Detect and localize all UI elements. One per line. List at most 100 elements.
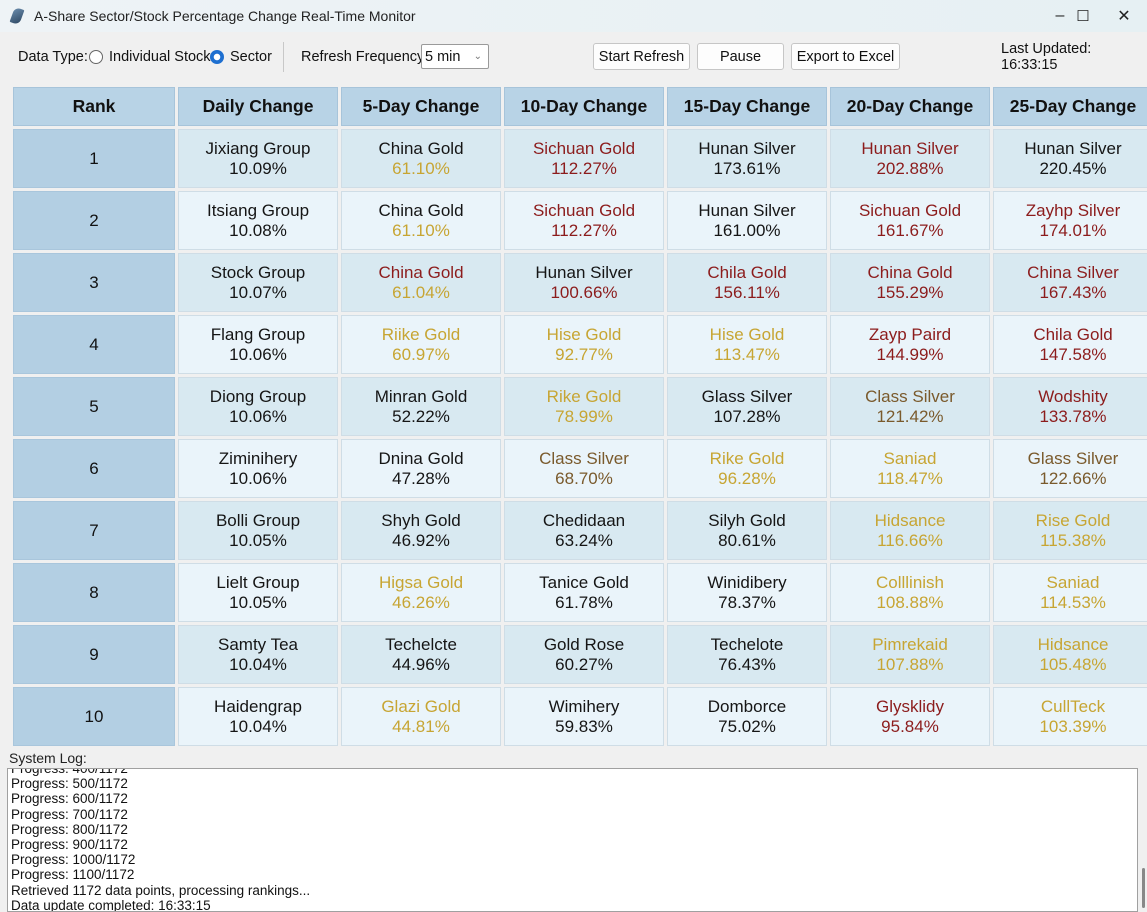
cell-change-value: 202.88% — [876, 158, 944, 178]
table-cell[interactable]: Itsiang Group 10.08% — [178, 191, 338, 250]
table-cell[interactable]: Hise Gold 92.77% — [504, 315, 664, 374]
table-cell[interactable]: Jixiang Group 10.09% — [178, 129, 338, 188]
table-cell[interactable]: Hidsance 105.48% — [993, 625, 1147, 684]
table-cell[interactable]: Hidsance 116.66% — [830, 501, 990, 560]
minimize-button[interactable]: – — [1055, 7, 1065, 24]
table-cell[interactable]: Chedidaan 63.24% — [504, 501, 664, 560]
table-cell[interactable]: Rise Gold 115.38% — [993, 501, 1147, 560]
log-line: Progress: 1100/1172 — [11, 867, 135, 883]
table-cell[interactable]: CullTeck 103.39% — [993, 687, 1147, 746]
cell-change-value: 112.27% — [551, 158, 617, 178]
table-cell[interactable]: China Gold 61.04% — [341, 253, 501, 312]
table-cell[interactable]: Domborce 75.02% — [667, 687, 827, 746]
radio-sector[interactable]: Sector — [210, 40, 272, 74]
cell-name: Domborce — [707, 696, 787, 716]
table-cell[interactable]: China Gold 61.10% — [341, 129, 501, 188]
table-cell[interactable]: Sichuan Gold 112.27% — [504, 191, 664, 250]
cell-change-value: 155.29% — [876, 282, 944, 302]
cell-change-value: 107.28% — [713, 406, 781, 426]
table-cell[interactable]: Techelcte 44.96% — [341, 625, 501, 684]
table-cell[interactable]: Chila Gold 147.58% — [993, 315, 1147, 374]
cell-change-value: 112.27% — [551, 220, 617, 240]
cell-name: Rike Gold — [546, 386, 622, 406]
table-cell[interactable]: Saniad 114.53% — [993, 563, 1147, 622]
column-header[interactable]: 20-Day Change — [830, 87, 990, 126]
table-cell[interactable]: Hunan Silver 202.88% — [830, 129, 990, 188]
table-cell[interactable]: Flang Group 10.06% — [178, 315, 338, 374]
radio-unchecked-icon — [89, 50, 103, 64]
table-cell[interactable]: Rike Gold 78.99% — [504, 377, 664, 436]
table-cell[interactable]: Lielt Group 10.05% — [178, 563, 338, 622]
table-cell[interactable]: China Gold 61.10% — [341, 191, 501, 250]
table-cell[interactable]: Chila Gold 156.11% — [667, 253, 827, 312]
table-cell[interactable]: Tanice Gold 61.78% — [504, 563, 664, 622]
table-cell[interactable]: Wodshity 133.78% — [993, 377, 1147, 436]
table-cell[interactable]: Hise Gold 113.47% — [667, 315, 827, 374]
cell-change-value: 68.70% — [555, 468, 613, 488]
maximize-button[interactable]: ☐ — [1076, 8, 1090, 25]
table-cell[interactable]: Riike Gold 60.97% — [341, 315, 501, 374]
log-scrollbar[interactable] — [1139, 768, 1147, 912]
cell-change-value: 61.04% — [392, 282, 450, 302]
cell-name: Samty Tea — [217, 634, 298, 654]
table-cell[interactable]: Glazi Gold 44.81% — [341, 687, 501, 746]
table-cell[interactable]: Stock Group 10.07% — [178, 253, 338, 312]
table-cell[interactable]: Hunan Silver 161.00% — [667, 191, 827, 250]
table-cell[interactable]: Higsa Gold 46.26% — [341, 563, 501, 622]
table-cell[interactable]: Glysklidy 95.84% — [830, 687, 990, 746]
column-header[interactable]: Rank — [13, 87, 175, 126]
table-cell[interactable]: Sichuan Gold 112.27% — [504, 129, 664, 188]
refresh-frequency-select[interactable]: 5 min ⌄ — [421, 44, 489, 69]
pause-button[interactable]: Pause — [697, 43, 784, 70]
scrollbar-thumb[interactable] — [1142, 868, 1145, 908]
table-cell[interactable]: Gold Rose 60.27% — [504, 625, 664, 684]
table-cell[interactable]: Techelote 76.43% — [667, 625, 827, 684]
table-cell[interactable]: Diong Group 10.06% — [178, 377, 338, 436]
close-button[interactable]: ✕ — [1117, 8, 1131, 25]
table-cell[interactable]: Zayhp Silver 174.01% — [993, 191, 1147, 250]
system-log[interactable]: Progress: 400/1172 Progress: 500/1172 Prog… — [7, 768, 1138, 912]
column-header[interactable]: 5-Day Change — [341, 87, 501, 126]
table-cell[interactable]: Sichuan Gold 161.67% — [830, 191, 990, 250]
table-cell[interactable]: Samty Tea 10.04% — [178, 625, 338, 684]
table-cell[interactable]: Class Silver 68.70% — [504, 439, 664, 498]
table-cell[interactable]: Colllinish 108.88% — [830, 563, 990, 622]
column-header[interactable]: Daily Change — [178, 87, 338, 126]
cell-name: Hunan Silver — [1024, 138, 1122, 158]
cell-name: Jixiang Group — [205, 138, 311, 158]
table-cell[interactable]: Hunan Silver 100.66% — [504, 253, 664, 312]
table-cell[interactable]: Shyh Gold 46.92% — [341, 501, 501, 560]
cell-name: Wodshity — [1038, 386, 1108, 406]
table-cell[interactable]: China Gold 155.29% — [830, 253, 990, 312]
table-cell[interactable]: Bolli Group 10.05% — [178, 501, 338, 560]
column-header[interactable]: 25-Day Change — [993, 87, 1147, 126]
table-cell[interactable]: Minran Gold 52.22% — [341, 377, 501, 436]
table-cell[interactable]: Rike Gold 96.28% — [667, 439, 827, 498]
table-cell[interactable]: Saniad 118.47% — [830, 439, 990, 498]
column-header[interactable]: 15-Day Change — [667, 87, 827, 126]
table-cell[interactable]: Dnina Gold 47.28% — [341, 439, 501, 498]
cell-name: Dnina Gold — [378, 448, 464, 468]
table-cell[interactable]: Wimihery 59.83% — [504, 687, 664, 746]
table-cell[interactable]: Glass Silver 107.28% — [667, 377, 827, 436]
cell-name: China Gold — [378, 200, 464, 220]
cell-change-value: 10.07% — [229, 282, 287, 302]
table-cell[interactable]: Zayp Paird 144.99% — [830, 315, 990, 374]
cell-change-value: 78.37% — [718, 592, 776, 612]
start-refresh-button[interactable]: Start Refresh — [593, 43, 690, 70]
table-cell[interactable]: China Silver 167.43% — [993, 253, 1147, 312]
cell-name: Wimihery — [548, 696, 620, 716]
table-cell[interactable]: Haidengrap 10.04% — [178, 687, 338, 746]
table-cell[interactable]: Hunan Silver 220.45% — [993, 129, 1147, 188]
table-cell[interactable]: Winidibery 78.37% — [667, 563, 827, 622]
table-cell[interactable]: Silyh Gold 80.61% — [667, 501, 827, 560]
table-cell[interactable]: Ziminihery 10.06% — [178, 439, 338, 498]
table-cell[interactable]: Hunan Silver 173.61% — [667, 129, 827, 188]
export-excel-button[interactable]: Export to Excel — [791, 43, 900, 70]
cell-name: Techelote — [710, 634, 784, 654]
column-header[interactable]: 10-Day Change — [504, 87, 664, 126]
radio-individual-stock[interactable]: Individual Stock — [89, 40, 211, 74]
table-cell[interactable]: Glass Silver 122.66% — [993, 439, 1147, 498]
table-cell[interactable]: Class Silver 121.42% — [830, 377, 990, 436]
table-cell[interactable]: Pimrekaid 107.88% — [830, 625, 990, 684]
